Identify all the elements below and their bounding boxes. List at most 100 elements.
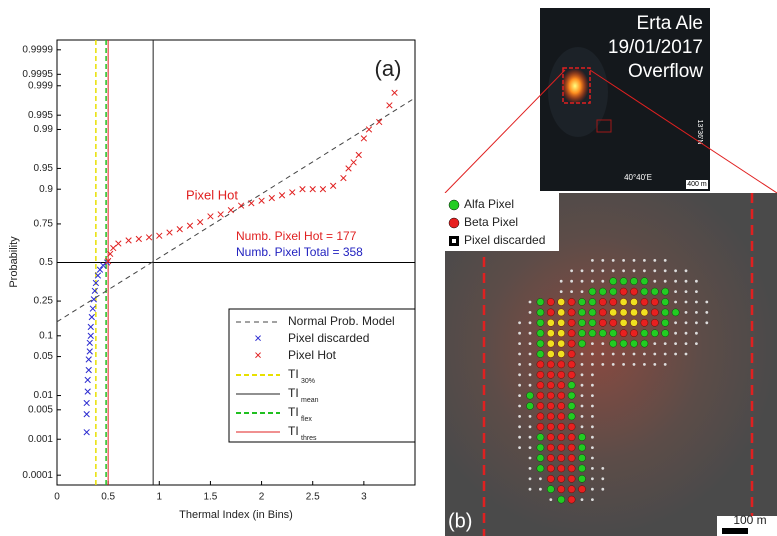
data-point [91, 287, 98, 295]
panel-label: (b) [448, 510, 472, 532]
pixel-dot [609, 298, 618, 306]
legend-swatch: × [254, 330, 262, 345]
pixel-dot [619, 339, 628, 348]
x-tick-label: 0 [54, 492, 60, 503]
pixel-dot [557, 454, 566, 462]
pixel-dot [653, 352, 657, 356]
pixel-dot [557, 422, 566, 431]
data-point [350, 159, 357, 166]
pixel-dot [547, 329, 555, 338]
pixel-dot [557, 495, 566, 504]
data-point [86, 339, 93, 347]
pixel-dot [591, 363, 594, 366]
pixel-dot [536, 454, 545, 462]
pixel-dot [671, 308, 680, 317]
data-point [83, 411, 90, 418]
pixel-dot [651, 298, 659, 306]
data-point [309, 186, 316, 193]
pixel-dot [580, 290, 584, 293]
pixel-dot [536, 402, 545, 410]
pixel-dot [536, 391, 545, 400]
lava-glow [561, 68, 589, 104]
data-point [87, 332, 94, 339]
pixel-dot [580, 383, 584, 387]
pixel-dot [580, 425, 584, 429]
pixel-dot [557, 412, 566, 421]
pixel-dot [557, 360, 566, 369]
pixel-dot [684, 279, 688, 283]
pixel-dot [557, 381, 566, 390]
pixel-dot [663, 279, 667, 283]
pixel-dot [591, 498, 594, 501]
pixel-dot [567, 412, 576, 421]
pixel-dot [630, 318, 638, 327]
pixel-dot [674, 331, 677, 335]
data-point [248, 200, 255, 207]
pixel-dot [611, 352, 615, 356]
pixel-dot [591, 435, 594, 439]
pixel-dot [528, 311, 532, 314]
data-point [360, 135, 368, 142]
pixel-dot [539, 477, 542, 481]
pixel-dot [651, 287, 659, 296]
pixel-dot [567, 339, 576, 348]
pixel-dot [599, 318, 607, 327]
pixel-dot [630, 277, 638, 286]
pixel-dot [580, 498, 584, 501]
pixel-dot [611, 259, 615, 262]
data-point [87, 323, 94, 331]
data-point [86, 348, 93, 355]
pixel-dot [640, 339, 649, 348]
pixel-dot [591, 279, 594, 283]
pixel-dot [557, 391, 566, 400]
pixel-dot [526, 391, 534, 400]
pixel-dot [674, 300, 677, 304]
pixel-dot [661, 308, 670, 317]
pixel-dot [547, 318, 555, 327]
pixel-dot [695, 279, 698, 283]
pixel-dot [630, 298, 638, 306]
pixel-dot [528, 456, 532, 460]
pixel-dot [653, 279, 657, 283]
pixel-dot [536, 298, 545, 306]
pixel-dot [536, 433, 545, 442]
pixel-dot [578, 464, 586, 473]
pixel-dot [570, 279, 573, 283]
pixel-dot [684, 342, 688, 345]
pixel-dot [591, 342, 594, 345]
pixel-dot [619, 329, 628, 338]
pixel-dot [588, 287, 597, 296]
zoom-box [562, 67, 591, 104]
y-tick-label: 0.01 [34, 390, 54, 401]
pixel-dot [567, 402, 576, 410]
x-tick-label: 3 [361, 492, 367, 503]
y-tick-label: 0.1 [39, 330, 53, 341]
pixel-dot [611, 269, 615, 273]
pixel-dot [588, 298, 597, 306]
data-point [104, 257, 112, 265]
pixel-dot [547, 339, 555, 348]
pixel-dot [684, 300, 688, 304]
pixel-dot [557, 308, 566, 317]
pixel-dot [663, 352, 667, 356]
data-point [186, 222, 194, 229]
pixel-dot [619, 287, 628, 296]
pixel-dot [528, 415, 532, 418]
pixel-dot [547, 464, 555, 473]
pixel-dot [536, 443, 545, 452]
pixel-dot [518, 435, 521, 439]
data-point [94, 272, 102, 279]
pixel-dot [547, 474, 555, 483]
legend-label: TI [288, 367, 299, 381]
data-point [90, 296, 97, 303]
data-point [227, 206, 235, 214]
y-tick-label: 0.05 [34, 351, 54, 362]
legend-subscript: mean [301, 397, 319, 404]
pixel-dot [518, 352, 521, 356]
legend-label: TI [288, 424, 299, 438]
pixel-dot [591, 415, 594, 418]
pixel-dot [619, 298, 628, 306]
pixel-dot [674, 342, 677, 345]
pixel-dot [567, 308, 576, 317]
